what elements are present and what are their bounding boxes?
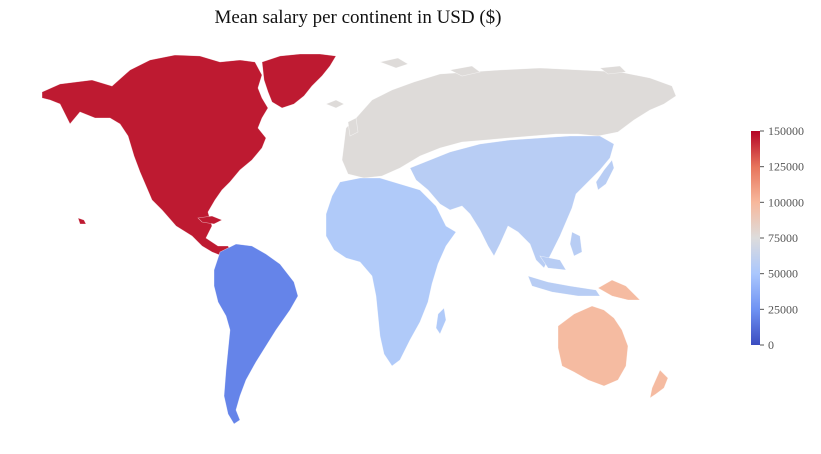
region-new-guinea[interactable] bbox=[597, 279, 641, 301]
colorbar-tick-label: 0 bbox=[768, 338, 774, 352]
region-uk[interactable] bbox=[347, 117, 359, 137]
colorbar-gradient bbox=[751, 131, 760, 345]
region-iceland[interactable] bbox=[325, 99, 345, 109]
colorbar-tick-label: 25000 bbox=[768, 302, 798, 316]
colorbar-tick-label: 125000 bbox=[768, 160, 804, 174]
region-japan[interactable] bbox=[595, 159, 615, 191]
region-new-zealand[interactable] bbox=[649, 369, 669, 399]
region-asia[interactable] bbox=[409, 135, 615, 269]
region-africa[interactable] bbox=[325, 177, 457, 367]
region-madagascar[interactable] bbox=[435, 307, 447, 335]
region-south-america[interactable] bbox=[213, 243, 299, 425]
region-north-america[interactable] bbox=[41, 54, 269, 257]
region-europe[interactable] bbox=[341, 67, 677, 179]
colorbar-tick-label: 100000 bbox=[768, 195, 804, 209]
region-indonesia[interactable] bbox=[527, 255, 601, 297]
region-hawaii[interactable] bbox=[77, 217, 87, 225]
colorbar-tick-label: 150000 bbox=[768, 124, 804, 138]
colorbar-tick-label: 75000 bbox=[768, 231, 798, 245]
region-philippines[interactable] bbox=[569, 231, 583, 257]
colorbar-tick-label: 50000 bbox=[768, 267, 798, 281]
colorbar-ticks: 0 25000 50000 75000 100000 125000 150000 bbox=[760, 124, 804, 352]
region-arctic-islands[interactable] bbox=[378, 57, 627, 77]
region-greenland[interactable] bbox=[261, 53, 337, 109]
region-caribbean[interactable] bbox=[197, 215, 223, 225]
region-australia[interactable] bbox=[557, 305, 629, 387]
chart-title: Mean salary per continent in USD ($) bbox=[214, 7, 502, 28]
